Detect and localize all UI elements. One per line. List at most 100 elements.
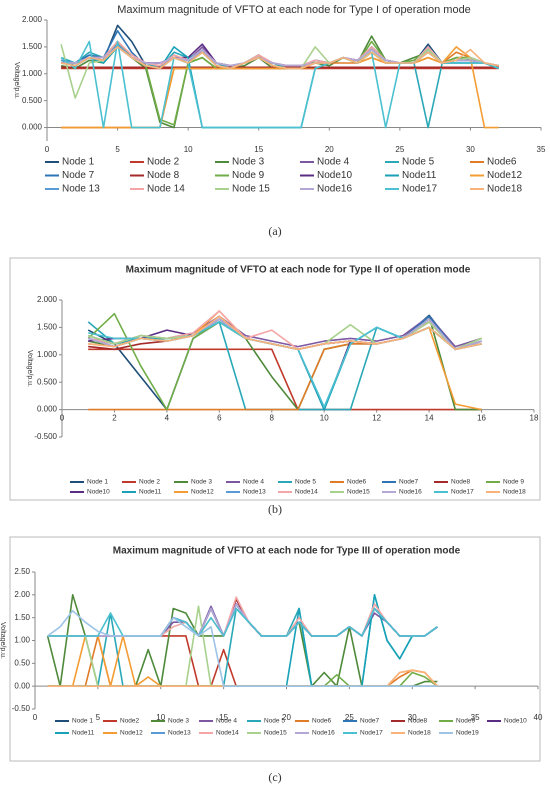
legend-label: Node 7: [62, 170, 95, 181]
legend-label: Node 3: [168, 718, 189, 725]
x-tick-label: 5: [96, 713, 101, 722]
legend-label: Node16: [399, 489, 422, 496]
x-tick-label: 25: [395, 145, 404, 154]
series-line: [87, 321, 482, 411]
legend-label: Node6: [347, 479, 367, 486]
series-line: [47, 605, 438, 688]
y-tick-label: -0.50: [12, 704, 31, 713]
x-tick-label: 8: [270, 414, 275, 423]
x-tick-label: 14: [425, 414, 434, 423]
x-tick-label: 20: [282, 713, 291, 722]
legend-label: Node2: [120, 718, 140, 725]
y-tick-label: 1.000: [22, 69, 43, 78]
y-axis-label: Voltage/p.u.: [13, 62, 20, 99]
legend-label: Node17: [451, 489, 474, 496]
y-tick-label: 0.000: [22, 123, 43, 132]
series-line: [60, 46, 499, 70]
legend-label: Node 1: [62, 157, 95, 168]
series-line: [88, 348, 482, 411]
legend-label: Node6: [487, 157, 517, 168]
legend-label: Node15: [347, 489, 370, 496]
x-tick-label: 15: [254, 145, 263, 154]
chart-frame: [9, 536, 541, 762]
chart-frame: [9, 257, 541, 501]
legend-label: Node10: [87, 489, 110, 496]
legend-label: Node17: [402, 184, 437, 195]
y-tick-label: 1.50: [14, 613, 30, 622]
x-tick-label: 10: [320, 414, 329, 423]
legend-label: Node 14: [147, 184, 185, 195]
x-tick-label: 18: [530, 414, 539, 423]
legend-label: Node16: [317, 184, 352, 195]
x-tick-label: 4: [165, 414, 170, 423]
y-tick-label: 0.500: [22, 96, 43, 105]
caption: (c): [268, 770, 281, 784]
legend-label: Node14: [295, 489, 318, 496]
y-tick-label: 2.000: [37, 295, 58, 304]
chart-title: Maximum magnitude of VFTO at each node f…: [126, 265, 471, 276]
legend-label: Node8: [451, 479, 471, 486]
legend-label: Node 9: [503, 479, 524, 486]
legend-label: Node 1: [87, 479, 108, 486]
x-tick-label: 2: [112, 414, 117, 423]
series-line: [47, 669, 438, 688]
x-tick-label: 35: [471, 713, 480, 722]
legend-label: Node14: [216, 730, 239, 737]
legend-label: Node 4: [216, 718, 237, 725]
legend-label: Node16: [312, 730, 335, 737]
series-line: [88, 315, 482, 351]
x-tick-label: 12: [372, 414, 381, 423]
caption: (a): [268, 224, 281, 238]
series-line: [87, 318, 482, 351]
legend-label: Node 2: [147, 157, 180, 168]
x-tick-label: 25: [345, 713, 354, 722]
x-tick-label: 0: [60, 414, 65, 423]
y-tick-label: 0.000: [37, 405, 58, 414]
y-tick-label: 1.00: [14, 636, 30, 645]
legend-label: Node12: [191, 489, 214, 496]
x-tick-label: 16: [477, 414, 486, 423]
series-line: [47, 671, 438, 688]
legend-label: Node18: [487, 184, 522, 195]
y-tick-label: 1.500: [22, 42, 43, 51]
legend-label: Node11: [402, 170, 437, 181]
legend-label: Node 4: [317, 157, 350, 168]
x-tick-label: 0: [33, 713, 38, 722]
legend-label: Node8: [408, 718, 428, 725]
x-tick-label: 40: [534, 713, 543, 722]
legend-label: Node15: [264, 730, 287, 737]
legend-label: Node 5: [402, 157, 435, 168]
caption: (b): [268, 502, 282, 516]
series-line: [88, 321, 482, 411]
x-tick-label: 20: [325, 145, 334, 154]
legend-label: Node 5: [264, 718, 285, 725]
x-tick-label: 10: [156, 713, 165, 722]
x-tick-label: 30: [408, 713, 417, 722]
x-tick-label: 6: [217, 414, 222, 423]
y-tick-label: 0.50: [14, 658, 30, 667]
x-tick-label: 10: [184, 145, 193, 154]
y-tick-label: 0.500: [37, 377, 58, 386]
x-tick-label: 0: [45, 145, 50, 154]
y-axis-label: Voltage/p.u.: [0, 622, 6, 659]
series-line: [88, 318, 482, 411]
legend-label: Node18: [408, 730, 431, 737]
legend-label: Node6: [312, 718, 332, 725]
series-line: [61, 46, 499, 129]
y-tick-label: 1.500: [37, 323, 58, 332]
legend-label: Node7: [399, 479, 419, 486]
y-tick-label: 1.000: [37, 350, 58, 359]
y-tick-label: 2.000: [22, 15, 43, 24]
legend-label: Node 3: [191, 479, 212, 486]
legend-label: Node 4: [243, 479, 264, 486]
x-tick-label: 15: [219, 713, 228, 722]
chart-title: Maximum magnitude of VFTO at each node f…: [113, 546, 461, 557]
legend-label: Node10: [504, 718, 527, 725]
legend-label: Node17: [360, 730, 383, 737]
legend-label: Node 8: [147, 170, 180, 181]
legend-label: Node 5: [295, 479, 316, 486]
legend-label: Node18: [503, 489, 526, 496]
legend-label: Node13: [168, 730, 191, 737]
y-tick-label: 2.50: [14, 567, 30, 576]
series-line: [87, 312, 482, 411]
